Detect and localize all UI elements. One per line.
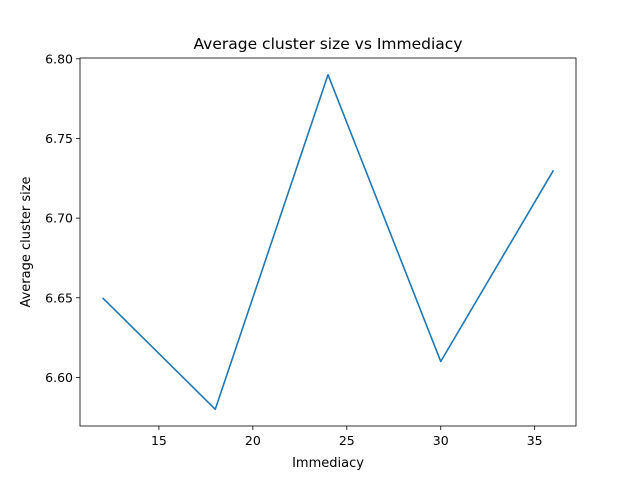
y-tick-label: 6.80 — [45, 51, 73, 66]
plot-area: 15 20 25 30 35 6.60 6.65 6.70 6.75 6.80 — [45, 51, 577, 448]
x-tick-label: 35 — [527, 433, 543, 448]
y-tick-label: 6.65 — [45, 290, 73, 305]
series-line — [101, 73, 555, 411]
y-axis-label: Average cluster size — [19, 176, 34, 307]
y-tick-label: 6.60 — [45, 370, 73, 385]
x-tick-label: 30 — [433, 433, 449, 448]
y-tick-label: 6.75 — [45, 131, 73, 146]
y-tick-label: 6.70 — [45, 211, 73, 226]
chart-title: Average cluster size vs Immediacy — [193, 35, 462, 53]
x-tick-label: 20 — [245, 433, 261, 448]
axes-frame — [79, 57, 577, 427]
x-axis-label: Immediacy — [292, 456, 364, 471]
x-tick-label: 15 — [151, 433, 167, 448]
x-tick-label: 25 — [339, 433, 355, 448]
